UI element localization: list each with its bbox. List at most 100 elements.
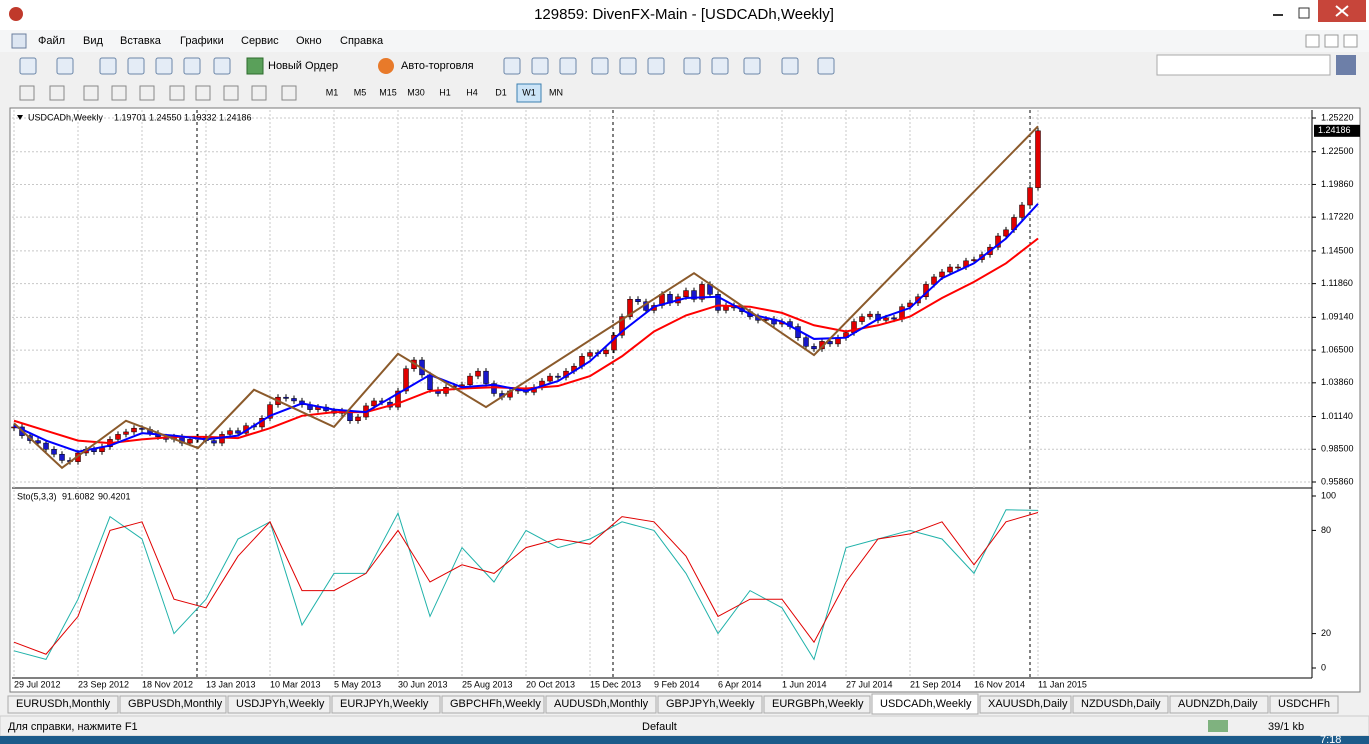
menu-item[interactable]: Сервис (241, 35, 279, 47)
y-tick-label: 1.06500 (1321, 344, 1354, 354)
y-tick-label: 1.25220 (1321, 112, 1354, 122)
taskbar-time: 7:18 (1320, 734, 1341, 744)
candle (940, 272, 945, 277)
x-tick-label: 9 Feb 2014 (654, 679, 700, 689)
tab-label[interactable]: AUDUSDh,Monthly (554, 698, 649, 710)
timeframe-button[interactable]: H4 (466, 87, 478, 97)
tab-label[interactable]: EURUSDh,Monthly (16, 698, 111, 710)
timeframe-button[interactable]: M30 (407, 87, 425, 97)
candle (116, 434, 121, 439)
window-title: 129859: DivenFX-Main - [USDCADh,Weekly] (534, 6, 834, 23)
candle (868, 314, 873, 316)
toolbar-icon[interactable] (504, 58, 520, 74)
auto-trading-button[interactable]: Авто-торговля (401, 60, 474, 72)
toolbar-icon[interactable] (214, 58, 230, 74)
timeframe-button[interactable]: MN (549, 87, 563, 97)
menu-item[interactable]: Файл (38, 35, 65, 47)
toolbar-icon[interactable] (128, 58, 144, 74)
candle (1004, 230, 1009, 236)
toolbar-icon[interactable] (20, 58, 36, 74)
candle (428, 375, 433, 390)
x-tick-label: 23 Sep 2012 (78, 679, 129, 689)
status-profile: Default (642, 721, 677, 733)
mdi-restore[interactable] (1325, 35, 1338, 47)
x-tick-label: 15 Dec 2013 (590, 679, 641, 689)
x-tick-label: 21 Sep 2014 (910, 679, 961, 689)
tab-label[interactable]: XAUUSDh,Daily (988, 698, 1068, 710)
candle (284, 397, 289, 398)
toolbar-icon[interactable] (100, 58, 116, 74)
x-tick-label: 11 Jan 2015 (1038, 679, 1087, 689)
new-order-icon[interactable] (247, 58, 263, 74)
mdi-close[interactable] (1344, 35, 1357, 47)
x-tick-label: 6 Apr 2014 (718, 679, 762, 689)
chart-symbol: USDCADh,Weekly (28, 112, 103, 122)
tab-label[interactable]: NZDUSDh,Daily (1081, 698, 1161, 710)
candle (468, 376, 473, 385)
toolbar-icon[interactable] (818, 58, 834, 74)
menu-item[interactable]: Окно (296, 35, 322, 47)
timeframe-button[interactable]: M5 (354, 87, 367, 97)
toolbar-icon[interactable] (782, 58, 798, 74)
toolbar-icon[interactable] (712, 58, 728, 74)
tab-label[interactable]: USDCHFh (1278, 698, 1330, 710)
y-tick-label: 1.09140 (1321, 312, 1354, 322)
tab-label[interactable]: GBPUSDh,Monthly (128, 698, 223, 710)
y-tick-label: 0 (1321, 662, 1326, 672)
toolbar-icon[interactable] (744, 58, 760, 74)
x-tick-label: 18 Nov 2012 (142, 679, 193, 689)
timeframe-button[interactable]: W1 (522, 87, 536, 97)
menu-item[interactable]: Графики (180, 35, 224, 47)
candle (188, 439, 193, 443)
toolbar-icon[interactable] (560, 58, 576, 74)
auto-trading-icon[interactable] (378, 58, 394, 74)
y-tick-label: 1.03860 (1321, 377, 1354, 387)
ohlc-value: 1.24550 (149, 112, 182, 122)
new-order-button[interactable]: Новый Ордер (268, 60, 338, 72)
tab-label[interactable]: GBPCHFh,Weekly (450, 698, 541, 710)
toolbar-icon[interactable] (532, 58, 548, 74)
timeframe-button[interactable]: M15 (379, 87, 397, 97)
candle (972, 260, 977, 261)
x-tick-label: 13 Jan 2013 (206, 679, 256, 689)
candle (484, 371, 489, 383)
indicator-value: 91.6082 (62, 491, 95, 501)
search-box[interactable] (1157, 55, 1330, 75)
candle (292, 398, 297, 400)
menu-item[interactable]: Вид (83, 35, 103, 47)
candle (900, 307, 905, 319)
toolbar-icon[interactable] (156, 58, 172, 74)
toolbar-icon[interactable] (684, 58, 700, 74)
toolbar-icon[interactable] (592, 58, 608, 74)
candle (604, 350, 609, 354)
timeframe-button[interactable]: M1 (326, 87, 339, 97)
mdi-min[interactable] (1306, 35, 1319, 47)
tab-label[interactable]: AUDNZDh,Daily (1178, 698, 1258, 710)
candle (860, 317, 865, 322)
tab-label[interactable]: USDJPYh,Weekly (236, 698, 325, 710)
y-tick-label: 1.14500 (1321, 245, 1354, 255)
menu-item[interactable]: Справка (340, 35, 384, 47)
tab-label[interactable]: EURJPYh,Weekly (340, 698, 429, 710)
tab-label[interactable]: USDCADh,Weekly (880, 698, 972, 710)
tab-label[interactable]: EURGBPh,Weekly (772, 698, 864, 710)
menu-item[interactable]: Вставка (120, 35, 162, 47)
ohlc-value: 1.24186 (219, 112, 252, 122)
tab-label[interactable]: GBPJPYh,Weekly (666, 698, 755, 710)
candle (1020, 205, 1025, 217)
candle (60, 454, 65, 460)
timeframe-button[interactable]: H1 (439, 87, 451, 97)
timeframe-button[interactable]: D1 (495, 87, 507, 97)
toolbar-icon[interactable] (57, 58, 73, 74)
toolbar-icon[interactable] (620, 58, 636, 74)
chart-window (10, 108, 1360, 692)
candle (1028, 188, 1033, 205)
toolbar-icon[interactable] (648, 58, 664, 74)
candle (588, 353, 593, 357)
toolbar-icon[interactable] (184, 58, 200, 74)
candle (804, 338, 809, 347)
candle (228, 431, 233, 435)
community-button[interactable] (1336, 55, 1356, 75)
candle (132, 428, 137, 432)
